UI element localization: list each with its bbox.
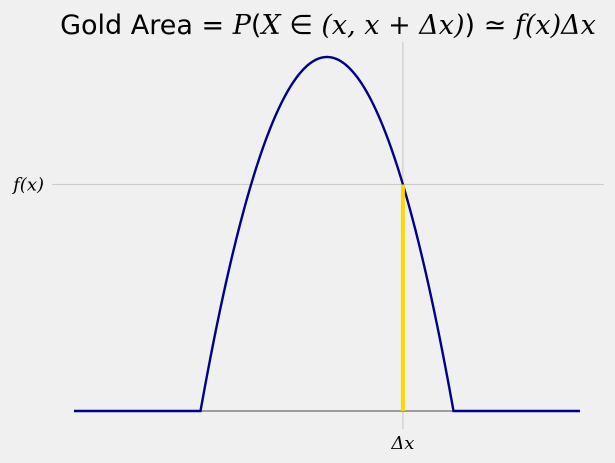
xtick-label-dx: Δx [390,433,414,454]
ytick-label-fx: f(x) [11,174,44,195]
density-curve [74,55,580,413]
chart-title: Gold Area = P(X ∈ (x, x + Δx)) ≃ f(x)Δx [60,10,596,41]
